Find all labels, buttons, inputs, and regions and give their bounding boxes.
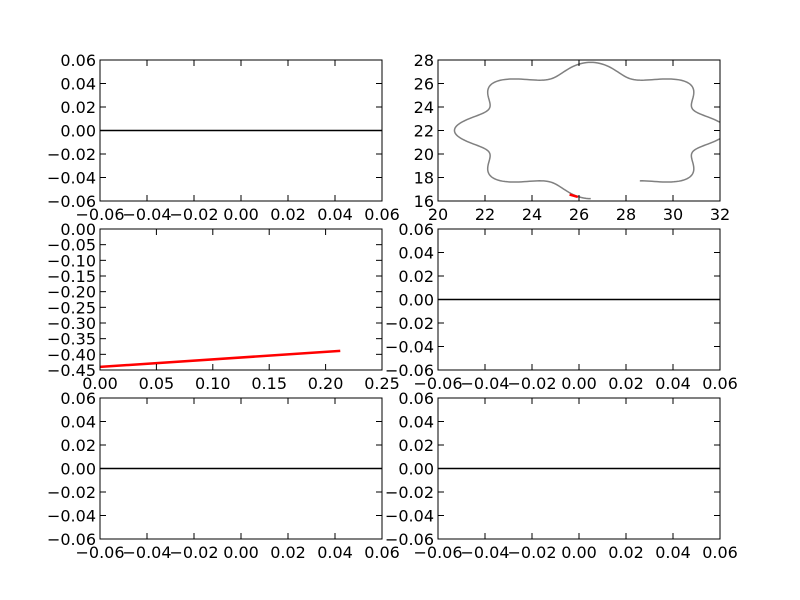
x-tick-label-ax4-0: −0.06	[413, 374, 462, 393]
subplot-ax2: 20 22 24 26 28 30 32 16 18 20 22 24 26 28	[414, 51, 731, 224]
subplot-ax3: 0.00 0.05 0.10 0.15 0.20 0.25−0.45−0.40−0.35−…	[47, 220, 400, 393]
x-tick-label-ax2-6: 32	[710, 205, 730, 224]
y-tick-label-ax4-1: −0.04	[385, 338, 434, 357]
x-tick-label-ax6-3: 0.00	[561, 543, 597, 562]
x-tick-label-ax5-0: −0.06	[75, 543, 124, 562]
x-tick-label-ax1-5: 0.04	[317, 205, 353, 224]
x-tick-label-ax1-1: −0.04	[122, 205, 171, 224]
x-tick-label-ax5-4: 0.02	[270, 543, 306, 562]
y-tick-label-ax5-3: 0.00	[60, 460, 96, 479]
x-tick-label-ax1-2: −0.02	[169, 205, 218, 224]
y-tick-label-ax2-6: 28	[414, 51, 434, 70]
y-tick-label-ax3-7: −0.10	[47, 251, 96, 270]
x-tick-label-ax6-6: 0.06	[702, 543, 738, 562]
y-tick-label-ax2-3: 22	[414, 122, 434, 141]
y-tick-label-ax1-4: 0.02	[60, 98, 96, 117]
x-tick-label-ax3-3: 0.15	[251, 374, 287, 393]
x-tick-label-ax4-5: 0.04	[655, 374, 691, 393]
x-tick-label-ax6-4: 0.02	[608, 543, 644, 562]
series-line-ax2-0	[453, 61, 720, 200]
x-tick-label-ax1-6: 0.06	[364, 205, 400, 224]
subplot-ax4: −0.06−0.04−0.02 0.00 0.02 0.04 0.06−0.06−0.0…	[385, 220, 738, 393]
x-tick-label-ax1-3: 0.00	[223, 205, 259, 224]
y-tick-label-ax5-5: 0.04	[60, 413, 96, 432]
x-tick-label-ax6-5: 0.04	[655, 543, 691, 562]
series-line-ax2-1	[569, 193, 579, 199]
subplot-ax5: −0.06−0.04−0.02 0.00 0.02 0.04 0.06−0.06−0.0…	[47, 389, 400, 562]
y-tick-label-ax5-6: 0.06	[60, 389, 96, 408]
x-tick-label-ax6-0: −0.06	[413, 543, 462, 562]
x-tick-label-ax4-4: 0.02	[608, 374, 644, 393]
y-tick-label-ax5-2: −0.02	[47, 483, 96, 502]
x-tick-label-ax3-5: 0.25	[364, 374, 400, 393]
y-tick-label-ax3-8: −0.05	[47, 236, 96, 255]
x-tick-label-ax3-0: 0.00	[82, 374, 118, 393]
x-tick-label-ax4-6: 0.06	[702, 374, 738, 393]
y-tick-label-ax1-6: 0.06	[60, 51, 96, 70]
y-tick-label-ax3-2: −0.35	[47, 330, 96, 349]
y-tick-label-ax4-4: 0.02	[398, 267, 434, 286]
y-tick-label-ax6-1: −0.04	[385, 507, 434, 526]
y-tick-label-ax4-5: 0.04	[398, 244, 434, 263]
y-tick-label-ax6-4: 0.02	[398, 436, 434, 455]
x-tick-label-ax1-0: −0.06	[75, 205, 124, 224]
axes-frame-ax3	[99, 228, 383, 371]
x-tick-label-ax4-2: −0.02	[507, 374, 556, 393]
y-tick-label-ax3-3: −0.30	[47, 314, 96, 333]
x-tick-label-ax2-2: 24	[522, 205, 542, 224]
y-tick-label-ax1-1: −0.04	[47, 169, 96, 188]
y-tick-label-ax1-0: −0.06	[47, 192, 96, 211]
y-tick-label-ax2-2: 20	[414, 145, 434, 164]
y-tick-label-ax6-6: 0.06	[398, 389, 434, 408]
y-tick-label-ax5-0: −0.06	[47, 530, 96, 549]
x-tick-label-ax1-4: 0.02	[270, 205, 306, 224]
y-tick-label-ax5-4: 0.02	[60, 436, 96, 455]
y-tick-label-ax1-3: 0.00	[60, 122, 96, 141]
x-tick-label-ax2-5: 30	[663, 205, 683, 224]
y-tick-label-ax1-5: 0.04	[60, 75, 96, 94]
y-tick-label-ax1-2: −0.02	[47, 145, 96, 164]
y-tick-label-ax5-1: −0.04	[47, 507, 96, 526]
y-tick-label-ax4-2: −0.02	[385, 314, 434, 333]
x-tick-label-ax5-6: 0.06	[364, 543, 400, 562]
x-tick-label-ax4-1: −0.04	[460, 374, 509, 393]
x-tick-label-ax3-4: 0.20	[308, 374, 344, 393]
y-tick-label-ax3-5: −0.20	[47, 283, 96, 302]
x-tick-label-ax5-5: 0.04	[317, 543, 353, 562]
y-tick-label-ax6-2: −0.02	[385, 483, 434, 502]
x-tick-label-ax6-2: −0.02	[507, 543, 556, 562]
y-tick-label-ax6-3: 0.00	[398, 460, 434, 479]
y-tick-label-ax4-3: 0.00	[398, 291, 434, 310]
y-tick-label-ax6-0: −0.06	[385, 530, 434, 549]
x-tick-label-ax2-0: 20	[428, 205, 448, 224]
y-tick-label-ax3-6: −0.15	[47, 267, 96, 286]
y-tick-label-ax2-1: 18	[414, 169, 434, 188]
y-tick-label-ax3-4: −0.25	[47, 298, 96, 317]
y-tick-label-ax3-0: −0.45	[47, 361, 96, 380]
subplot-ax6: −0.06−0.04−0.02 0.00 0.02 0.04 0.06−0.06−0.0…	[385, 389, 738, 562]
x-tick-label-ax4-3: 0.00	[561, 374, 597, 393]
y-tick-label-ax6-5: 0.04	[398, 413, 434, 432]
subplot-ax1: −0.06−0.04−0.02 0.00 0.02 0.04 0.06−0.06−0.0…	[47, 51, 400, 224]
x-tick-label-ax6-1: −0.04	[460, 543, 509, 562]
y-tick-label-ax2-5: 26	[414, 75, 434, 94]
y-tick-label-ax4-0: −0.06	[385, 361, 434, 380]
x-tick-label-ax2-4: 28	[616, 205, 636, 224]
x-tick-label-ax3-1: 0.05	[139, 374, 175, 393]
x-tick-label-ax2-3: 26	[569, 205, 589, 224]
y-tick-label-ax3-9: 0.00	[60, 220, 96, 239]
x-tick-label-ax3-2: 0.10	[195, 374, 231, 393]
y-tick-label-ax4-6: 0.06	[398, 220, 434, 239]
x-tick-label-ax5-3: 0.00	[223, 543, 259, 562]
x-tick-label-ax5-2: −0.02	[169, 543, 218, 562]
series-line-ax3-0	[100, 349, 341, 369]
y-tick-label-ax3-1: −0.40	[47, 345, 96, 364]
y-tick-label-ax2-4: 24	[414, 98, 434, 117]
x-tick-label-ax2-1: 22	[475, 205, 495, 224]
x-tick-label-ax5-1: −0.04	[122, 543, 171, 562]
y-tick-label-ax2-0: 16	[414, 192, 434, 211]
